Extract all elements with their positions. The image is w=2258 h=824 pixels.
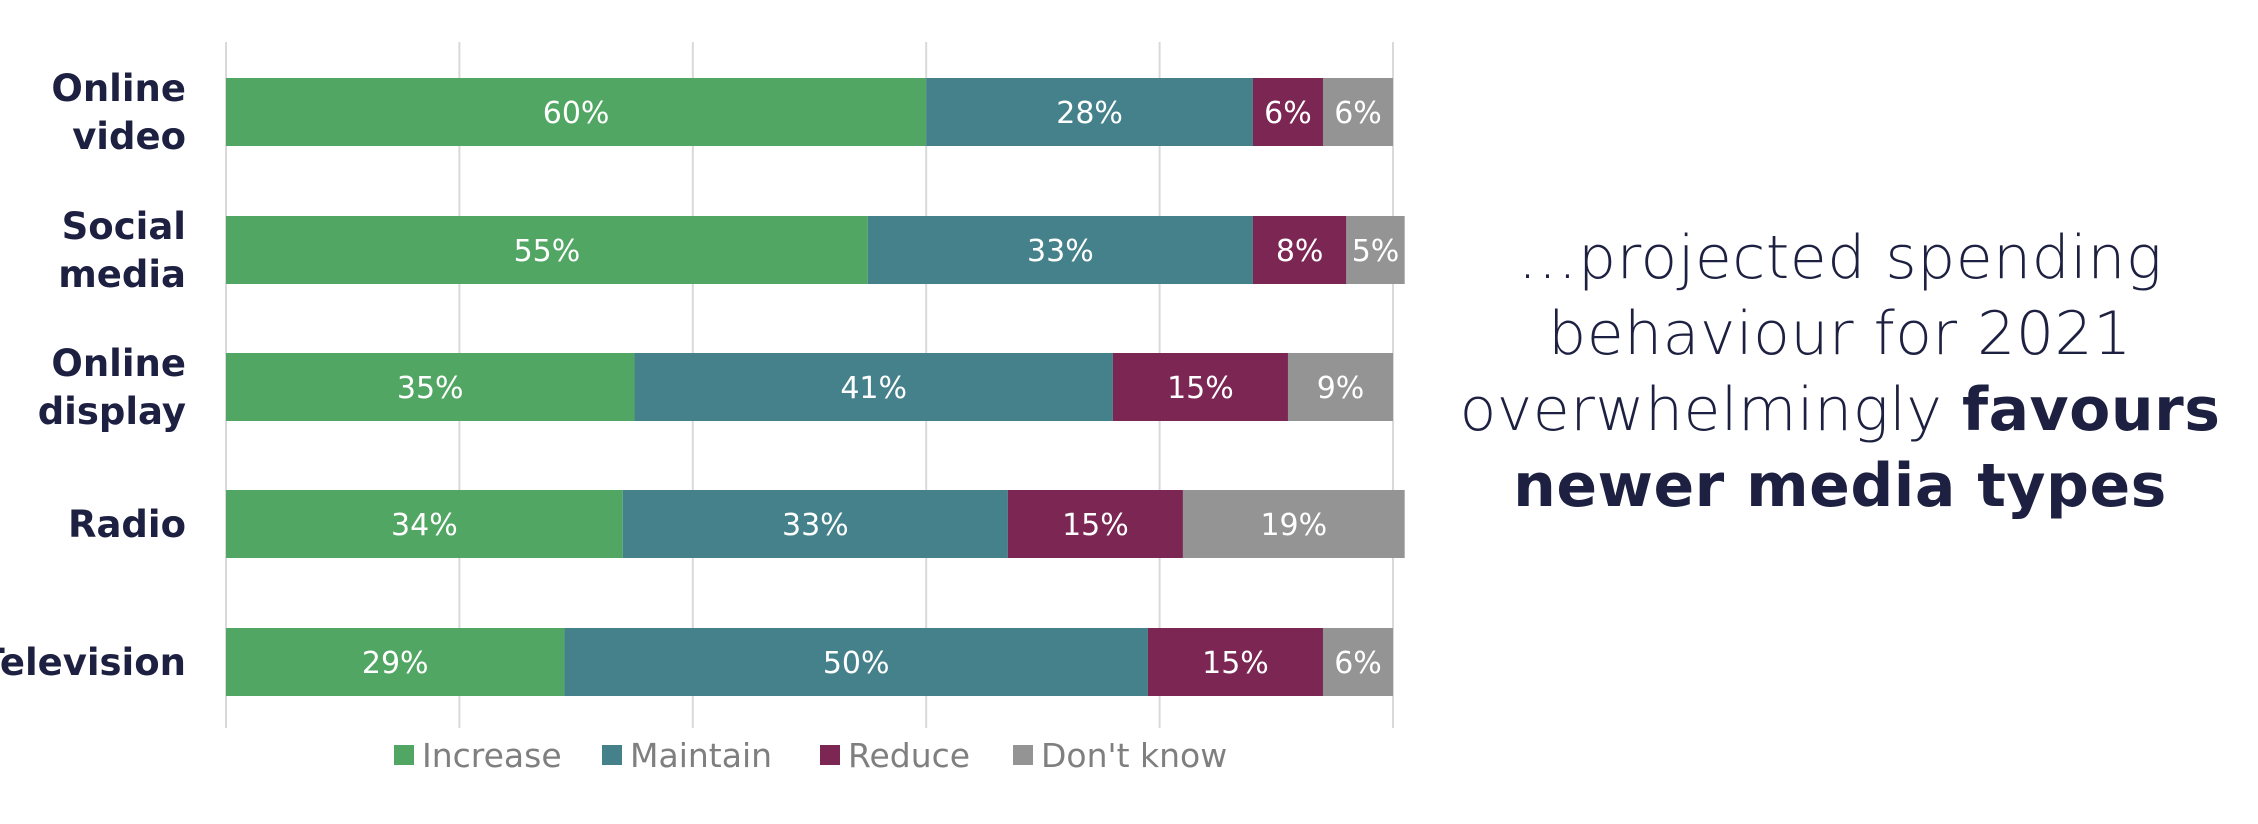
bar-segment [226,628,565,696]
legend-swatch [602,745,622,765]
bar-segment [867,216,1253,284]
headline-line-3: overwhelmingly favours [1440,372,2240,448]
data-label: 9% [1317,371,1365,406]
legend: Increase Maintain Reduce Don't know [394,736,1227,775]
legend-label: Reduce [848,736,970,775]
data-label: 19% [1260,508,1327,543]
data-label: 55% [514,234,581,269]
bar-segment [1346,216,1405,284]
bar-segment [1112,353,1288,421]
bar-segment [926,78,1253,146]
data-label: 5% [1352,234,1400,269]
category-label: Radio [68,503,186,546]
bar-segment [564,628,1148,696]
category-labels: Online video Social media Online display Radio… [0,67,186,684]
legend-swatch [820,745,840,765]
bar-segment [1252,78,1323,146]
headline-line-2: behaviour for 2021 [1548,299,2132,369]
bar-segment [226,490,623,558]
headline-line-3-regular: overwhelmingly [1459,375,1962,445]
bar-segment [1322,628,1393,696]
headline-line-1: …projected spending [1517,223,2163,293]
data-label: 60% [543,96,610,131]
data-label: 6% [1334,96,1382,131]
data-label: 50% [823,646,890,681]
legend-swatch [1013,745,1033,765]
bar-segment [226,216,868,284]
data-label: 29% [362,646,429,681]
headline-line-3-bold: favours [1961,375,2221,445]
data-label: 15% [1167,371,1234,406]
legend-swatch [394,745,414,765]
stacked-bar-chart: 60% 28% 6% 6% 55% 33% 8% 5% 35% 41% 15% 9% 34% 33% 15%… [0,42,1405,775]
bar-segment [634,353,1113,421]
data-label: 33% [1027,234,1094,269]
category-label: Online [51,67,186,110]
bar-segment [1252,216,1347,284]
headline-line-4: newer media types [1513,451,2167,521]
data-label: 15% [1062,508,1129,543]
data-label: 33% [782,508,849,543]
category-label: Television [0,641,186,684]
bars: 60% 28% 6% 6% 55% 33% 8% 5% 35% 41% 15% 9% 34% 33% 15%… [226,78,1405,696]
category-label: video [72,115,186,158]
legend-label: Don't know [1041,736,1227,775]
bar-segment [1147,628,1323,696]
headline-text: …projected spending behaviour for 2021 o… [1440,220,2240,524]
bar-segment [226,353,635,421]
legend-label: Maintain [630,736,772,775]
data-label: 8% [1276,234,1324,269]
category-label: media [58,253,186,296]
bar-segment [1322,78,1393,146]
category-label: display [38,390,186,433]
bar-segment [1007,490,1183,558]
data-label: 6% [1264,96,1312,131]
bar-segment [1182,490,1405,558]
data-label: 34% [391,508,458,543]
category-label: Online [51,342,186,385]
data-label: 35% [397,371,464,406]
category-label: Social [62,205,186,248]
bar-segment [622,490,1008,558]
data-label: 28% [1056,96,1123,131]
bar-segment [1287,353,1393,421]
data-label: 41% [840,371,907,406]
bar-segment [226,78,927,146]
legend-label: Increase [422,736,562,775]
data-label: 15% [1202,646,1269,681]
data-label: 6% [1334,646,1382,681]
